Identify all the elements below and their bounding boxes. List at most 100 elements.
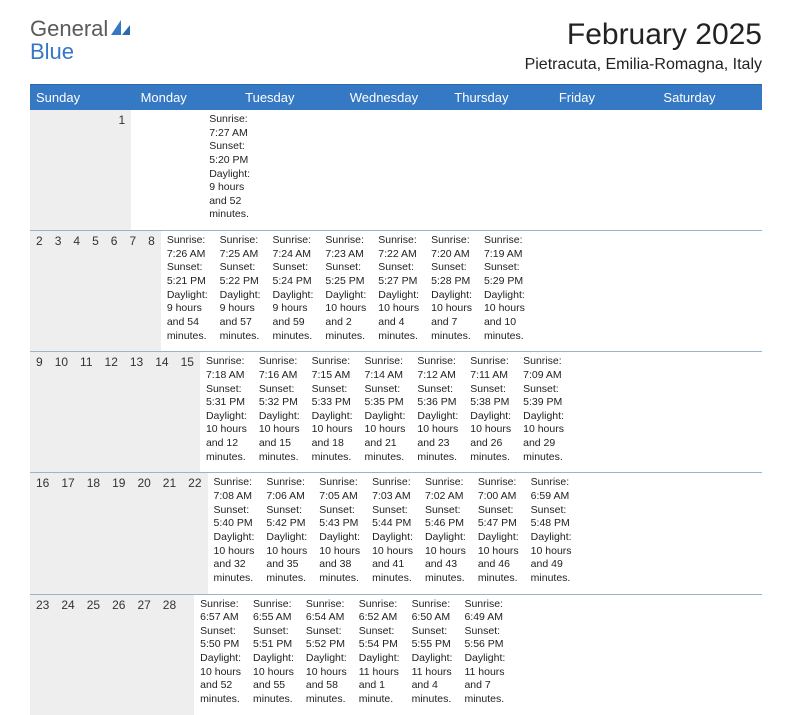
day-cell: Sunrise: 6:54 AMSunset: 5:52 PMDaylight:… xyxy=(300,595,353,715)
day-number: 22 xyxy=(182,473,207,593)
day-number: 8 xyxy=(142,231,161,351)
day-number xyxy=(58,110,72,230)
sunset-line: Sunset: 5:42 PM xyxy=(266,504,307,531)
daylight-line: Daylight: 10 hours and 55 minutes. xyxy=(253,652,294,707)
day-cell: Sunrise: 6:59 AMSunset: 5:48 PMDaylight:… xyxy=(525,473,578,593)
sunrise-line: Sunrise: 7:26 AM xyxy=(167,234,208,261)
day-cell: Sunrise: 7:20 AMSunset: 5:28 PMDaylight:… xyxy=(425,231,478,351)
sunset-line: Sunset: 5:50 PM xyxy=(200,625,241,652)
sunrise-line: Sunrise: 7:03 AM xyxy=(372,476,413,503)
sunset-line: Sunset: 5:33 PM xyxy=(312,383,353,410)
sunrise-line: Sunrise: 7:09 AM xyxy=(523,355,564,382)
day-number: 19 xyxy=(106,473,131,593)
day-number: 10 xyxy=(49,352,74,472)
daydata-row: Sunrise: 7:18 AMSunset: 5:31 PMDaylight:… xyxy=(200,352,570,472)
sunrise-line: Sunrise: 7:18 AM xyxy=(206,355,247,382)
sunrise-line: Sunrise: 6:55 AM xyxy=(253,598,294,625)
day-header-cell: Sunday xyxy=(30,85,135,110)
day-cell: Sunrise: 7:12 AMSunset: 5:36 PMDaylight:… xyxy=(411,352,464,472)
daylight-line: Daylight: 10 hours and 18 minutes. xyxy=(312,410,353,465)
day-header-row: SundayMondayTuesdayWednesdayThursdayFrid… xyxy=(30,85,762,110)
day-number: 2 xyxy=(30,231,49,351)
daylight-line: Daylight: 10 hours and 49 minutes. xyxy=(531,531,572,586)
day-cell xyxy=(167,110,179,230)
day-cell xyxy=(131,110,143,230)
daylight-line: Daylight: 10 hours and 41 minutes. xyxy=(372,531,413,586)
sunrise-line: Sunrise: 6:57 AM xyxy=(200,598,241,625)
sunset-line: Sunset: 5:55 PM xyxy=(412,625,453,652)
daylight-line: Daylight: 10 hours and 12 minutes. xyxy=(206,410,247,465)
day-cell: Sunrise: 7:18 AMSunset: 5:31 PMDaylight:… xyxy=(200,352,253,472)
sunrise-line: Sunrise: 7:20 AM xyxy=(431,234,472,261)
day-cell xyxy=(191,110,203,230)
sunset-line: Sunset: 5:24 PM xyxy=(273,261,314,288)
sunset-line: Sunset: 5:36 PM xyxy=(417,383,458,410)
day-cell: Sunrise: 7:11 AMSunset: 5:38 PMDaylight:… xyxy=(464,352,517,472)
sunset-line: Sunset: 5:21 PM xyxy=(167,261,208,288)
day-number xyxy=(99,110,113,230)
day-number: 27 xyxy=(131,595,156,715)
daylight-line: Daylight: 11 hours and 4 minutes. xyxy=(412,652,453,707)
sunrise-line: Sunrise: 6:49 AM xyxy=(464,598,505,625)
daylight-line: Daylight: 10 hours and 4 minutes. xyxy=(378,289,419,344)
day-cell: Sunrise: 6:49 AMSunset: 5:56 PMDaylight:… xyxy=(458,595,511,715)
day-number: 3 xyxy=(49,231,68,351)
sunset-line: Sunset: 5:20 PM xyxy=(209,140,250,167)
day-number: 13 xyxy=(124,352,149,472)
day-number: 4 xyxy=(67,231,86,351)
day-header-cell: Thursday xyxy=(448,85,553,110)
sunset-line: Sunset: 5:31 PM xyxy=(206,383,247,410)
week: 9101112131415Sunrise: 7:18 AMSunset: 5:3… xyxy=(30,352,762,473)
day-cell: Sunrise: 7:02 AMSunset: 5:46 PMDaylight:… xyxy=(419,473,472,593)
sunset-line: Sunset: 5:40 PM xyxy=(214,504,255,531)
daylight-line: Daylight: 9 hours and 57 minutes. xyxy=(220,289,261,344)
day-cell: Sunrise: 7:25 AMSunset: 5:22 PMDaylight:… xyxy=(214,231,267,351)
sunset-line: Sunset: 5:43 PM xyxy=(319,504,360,531)
sunset-line: Sunset: 5:39 PM xyxy=(523,383,564,410)
day-cell: Sunrise: 7:06 AMSunset: 5:42 PMDaylight:… xyxy=(260,473,313,593)
sunrise-line: Sunrise: 7:23 AM xyxy=(325,234,366,261)
day-number xyxy=(182,595,194,715)
logo: General Blue xyxy=(30,18,132,64)
day-cell: Sunrise: 6:57 AMSunset: 5:50 PMDaylight:… xyxy=(194,595,247,715)
day-header-cell: Saturday xyxy=(657,85,762,110)
daynum-row: 1 xyxy=(30,110,131,230)
month-title: February 2025 xyxy=(525,18,762,52)
daynum-row: 9101112131415 xyxy=(30,352,200,472)
title-block: February 2025 Pietracuta, Emilia-Romagna… xyxy=(525,18,762,74)
sunset-line: Sunset: 5:35 PM xyxy=(365,383,406,410)
sunrise-line: Sunrise: 7:00 AM xyxy=(478,476,519,503)
daylight-line: Daylight: 10 hours and 21 minutes. xyxy=(365,410,406,465)
sunrise-line: Sunrise: 6:59 AM xyxy=(531,476,572,503)
day-cell xyxy=(179,110,191,230)
daylight-line: Daylight: 10 hours and 15 minutes. xyxy=(259,410,300,465)
day-header-cell: Monday xyxy=(135,85,240,110)
daylight-line: Daylight: 9 hours and 52 minutes. xyxy=(209,168,250,223)
daylight-line: Daylight: 11 hours and 7 minutes. xyxy=(464,652,505,707)
sunset-line: Sunset: 5:46 PM xyxy=(425,504,466,531)
sunset-line: Sunset: 5:32 PM xyxy=(259,383,300,410)
sunset-line: Sunset: 5:51 PM xyxy=(253,625,294,652)
daydata-row: Sunrise: 7:27 AMSunset: 5:20 PMDaylight:… xyxy=(131,110,256,230)
day-cell: Sunrise: 7:08 AMSunset: 5:40 PMDaylight:… xyxy=(208,473,261,593)
day-number: 28 xyxy=(157,595,182,715)
location: Pietracuta, Emilia-Romagna, Italy xyxy=(525,56,762,74)
daylight-line: Daylight: 10 hours and 32 minutes. xyxy=(214,531,255,586)
daylight-line: Daylight: 10 hours and 7 minutes. xyxy=(431,289,472,344)
day-cell: Sunrise: 7:14 AMSunset: 5:35 PMDaylight:… xyxy=(359,352,412,472)
day-number: 5 xyxy=(86,231,105,351)
sunrise-line: Sunrise: 7:02 AM xyxy=(425,476,466,503)
sunset-line: Sunset: 5:56 PM xyxy=(464,625,505,652)
day-cell xyxy=(155,110,167,230)
week: 2345678Sunrise: 7:26 AMSunset: 5:21 PMDa… xyxy=(30,231,762,352)
daylight-line: Daylight: 10 hours and 2 minutes. xyxy=(325,289,366,344)
day-cell xyxy=(143,110,155,230)
daydata-row: Sunrise: 6:57 AMSunset: 5:50 PM Daylight:… xyxy=(194,595,523,715)
day-number: 7 xyxy=(123,231,142,351)
sunset-line: Sunset: 5:25 PM xyxy=(325,261,366,288)
day-number: 9 xyxy=(30,352,49,472)
sunrise-line: Sunrise: 7:11 AM xyxy=(470,355,511,382)
day-cell: Sunrise: 7:23 AMSunset: 5:25 PMDaylight:… xyxy=(319,231,372,351)
daylight-line: Daylight: 10 hours and 38 minutes. xyxy=(319,531,360,586)
sunrise-line: Sunrise: 7:19 AM xyxy=(484,234,525,261)
